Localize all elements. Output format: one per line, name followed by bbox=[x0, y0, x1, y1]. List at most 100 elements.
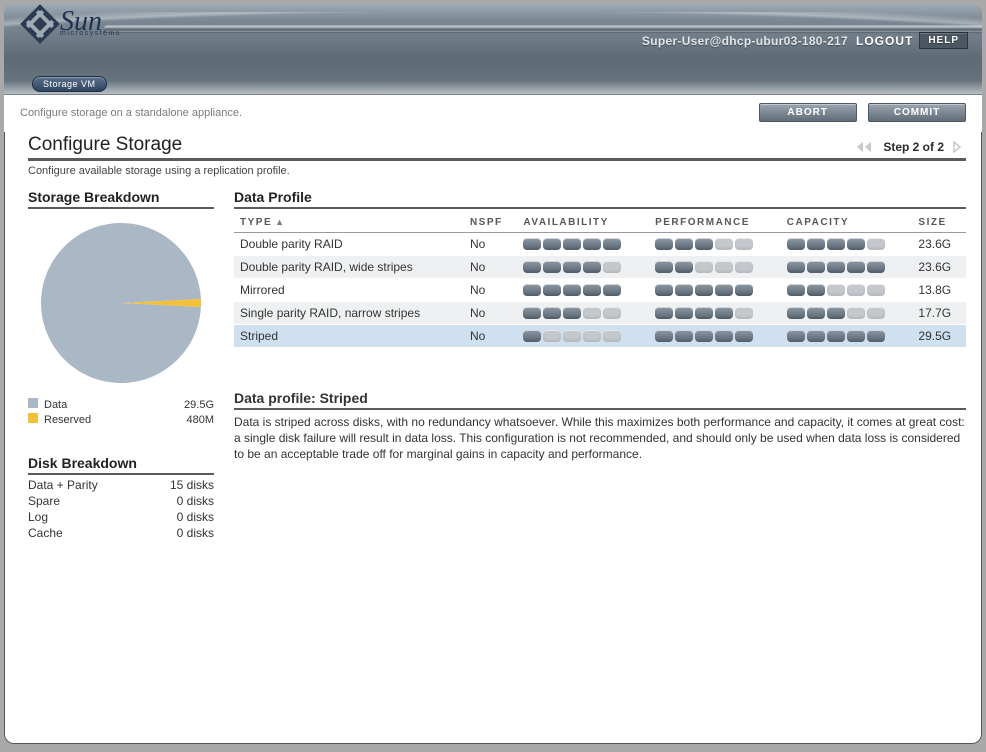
top-right-controls: Super-User@dhcp-ubur03-180-217 LOGOUT HE… bbox=[642, 32, 968, 49]
rating-pills bbox=[787, 261, 907, 273]
disk-breakdown-table: Data + Parity15 disksSpare0 disksLog0 di… bbox=[28, 477, 214, 541]
cell-size: 17.7G bbox=[912, 302, 966, 325]
legend-value: 480M bbox=[186, 414, 214, 426]
left-column: Storage Breakdown Data29.5GReserved480M … bbox=[28, 189, 214, 541]
disk-label: Data + Parity bbox=[28, 477, 142, 493]
step-prev-icon[interactable] bbox=[853, 141, 875, 153]
rating-pills bbox=[655, 238, 775, 250]
title-bar: Configure Storage Step 2 of 2 bbox=[28, 132, 966, 161]
disk-breakdown-heading: Disk Breakdown bbox=[28, 455, 214, 475]
cell-capacity bbox=[781, 302, 913, 325]
col-size[interactable]: SIZE bbox=[912, 211, 966, 233]
legend-label: Data bbox=[44, 399, 67, 411]
action-buttons: ABORT COMMIT bbox=[751, 103, 966, 122]
profile-detail: Data profile: Striped Data is striped ac… bbox=[234, 390, 966, 463]
rating-pills bbox=[787, 330, 907, 342]
rating-pills bbox=[523, 284, 643, 296]
profile-row[interactable]: MirroredNo 13.8G bbox=[234, 279, 966, 302]
cell-performance bbox=[649, 302, 781, 325]
cell-nspf: No bbox=[464, 233, 517, 256]
profile-row[interactable]: Double parity RAIDNo 23.6G bbox=[234, 233, 966, 256]
cell-type: Striped bbox=[234, 325, 464, 348]
top-bar: Sun microsystems Super-User@dhcp-ubur03-… bbox=[4, 4, 982, 95]
cell-availability bbox=[517, 279, 649, 302]
cell-type: Double parity RAID, wide stripes bbox=[234, 256, 464, 279]
storage-legend: Data 29.5G Reserved 480M bbox=[28, 397, 214, 427]
page-description: Configure storage on a standalone applia… bbox=[20, 107, 242, 119]
cell-nspf: No bbox=[464, 256, 517, 279]
product-badge: Storage VM bbox=[32, 76, 107, 92]
help-button[interactable]: HELP bbox=[919, 32, 968, 49]
col-availability[interactable]: AVAILABILITY bbox=[517, 211, 649, 233]
rating-pills bbox=[523, 307, 643, 319]
disk-value: 0 disks bbox=[142, 493, 214, 509]
page-title: Configure Storage bbox=[28, 134, 182, 156]
cell-size: 13.8G bbox=[912, 279, 966, 302]
profile-row[interactable]: StripedNo29.5G bbox=[234, 325, 966, 348]
rating-pills bbox=[523, 238, 643, 250]
profile-detail-body: Data is striped across disks, with no re… bbox=[234, 414, 966, 463]
legend-row: Data 29.5G bbox=[28, 397, 214, 412]
rating-pills bbox=[655, 307, 775, 319]
cell-nspf: No bbox=[464, 325, 517, 348]
cell-nspf: No bbox=[464, 302, 517, 325]
col-nspf[interactable]: NSPF bbox=[464, 211, 517, 233]
rating-pills bbox=[787, 307, 907, 319]
storage-pie-chart bbox=[37, 219, 205, 387]
data-profile-heading: Data Profile bbox=[234, 189, 966, 209]
profile-row[interactable]: Double parity RAID, wide stripesNo23.6G bbox=[234, 256, 966, 279]
logout-link[interactable]: LOGOUT bbox=[856, 34, 913, 48]
cell-capacity bbox=[781, 256, 913, 279]
brand-sub: microsystems bbox=[60, 30, 121, 37]
brand-logo: Sun microsystems bbox=[26, 10, 121, 38]
cell-performance bbox=[649, 233, 781, 256]
legend-swatch bbox=[28, 398, 38, 408]
cell-performance bbox=[649, 325, 781, 348]
data-profile-table: TYPE▲ NSPF AVAILABILITY PERFORMANCE CAPA… bbox=[234, 211, 966, 348]
cell-availability bbox=[517, 325, 649, 348]
disk-label: Spare bbox=[28, 493, 142, 509]
step-nav: Step 2 of 2 bbox=[853, 140, 966, 154]
col-capacity[interactable]: CAPACITY bbox=[781, 211, 913, 233]
page-subtitle: Configure available storage using a repl… bbox=[28, 161, 966, 189]
col-performance[interactable]: PERFORMANCE bbox=[649, 211, 781, 233]
cell-size: 23.6G bbox=[912, 233, 966, 256]
disk-value: 0 disks bbox=[142, 509, 214, 525]
app-frame: Sun microsystems Super-User@dhcp-ubur03-… bbox=[4, 4, 982, 744]
disk-label: Cache bbox=[28, 525, 142, 541]
cell-performance bbox=[649, 256, 781, 279]
cell-type: Mirrored bbox=[234, 279, 464, 302]
col-type[interactable]: TYPE▲ bbox=[234, 211, 464, 233]
rating-pills bbox=[655, 330, 775, 342]
legend-swatch bbox=[28, 413, 38, 423]
action-bar: Configure storage on a standalone applia… bbox=[4, 95, 982, 132]
disk-row: Data + Parity15 disks bbox=[28, 477, 214, 493]
rating-pills bbox=[787, 284, 907, 296]
disk-row: Cache0 disks bbox=[28, 525, 214, 541]
profile-detail-heading: Data profile: Striped bbox=[234, 390, 966, 410]
cell-type: Double parity RAID bbox=[234, 233, 464, 256]
content-area: Configure Storage Step 2 of 2 Configure … bbox=[4, 132, 982, 541]
cell-nspf: No bbox=[464, 279, 517, 302]
rating-pills bbox=[655, 284, 775, 296]
right-column: Data Profile TYPE▲ NSPF AVAILABILITY PER… bbox=[234, 189, 966, 541]
disk-row: Log0 disks bbox=[28, 509, 214, 525]
cell-capacity bbox=[781, 325, 913, 348]
cell-capacity bbox=[781, 233, 913, 256]
storage-breakdown-heading: Storage Breakdown bbox=[28, 189, 214, 209]
step-next-icon[interactable] bbox=[952, 141, 966, 153]
cell-capacity bbox=[781, 279, 913, 302]
disk-label: Log bbox=[28, 509, 142, 525]
sun-emblem-icon bbox=[20, 4, 60, 44]
commit-button[interactable]: COMMIT bbox=[868, 103, 966, 122]
profile-row[interactable]: Single parity RAID, narrow stripesNo 17.7… bbox=[234, 302, 966, 325]
cell-performance bbox=[649, 279, 781, 302]
cell-availability bbox=[517, 302, 649, 325]
legend-label: Reserved bbox=[44, 414, 91, 426]
abort-button[interactable]: ABORT bbox=[759, 103, 857, 122]
cell-type: Single parity RAID, narrow stripes bbox=[234, 302, 464, 325]
current-user-label: Super-User@dhcp-ubur03-180-217 bbox=[642, 34, 848, 48]
step-label: Step 2 of 2 bbox=[883, 140, 944, 154]
rating-pills bbox=[787, 238, 907, 250]
legend-value: 29.5G bbox=[184, 399, 214, 411]
